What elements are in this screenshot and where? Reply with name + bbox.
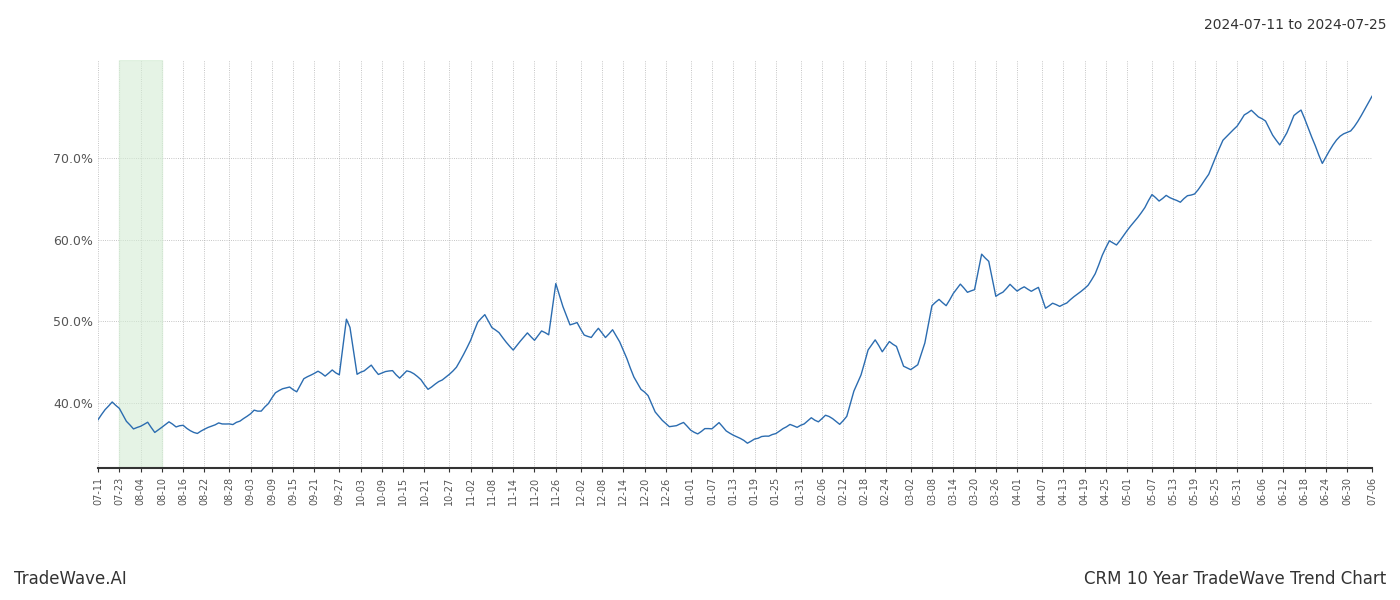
Bar (119, 60, 162, 468)
Text: CRM 10 Year TradeWave Trend Chart: CRM 10 Year TradeWave Trend Chart (1084, 570, 1386, 588)
Text: 2024-07-11 to 2024-07-25: 2024-07-11 to 2024-07-25 (1204, 18, 1386, 32)
Text: TradeWave.AI: TradeWave.AI (14, 570, 127, 588)
